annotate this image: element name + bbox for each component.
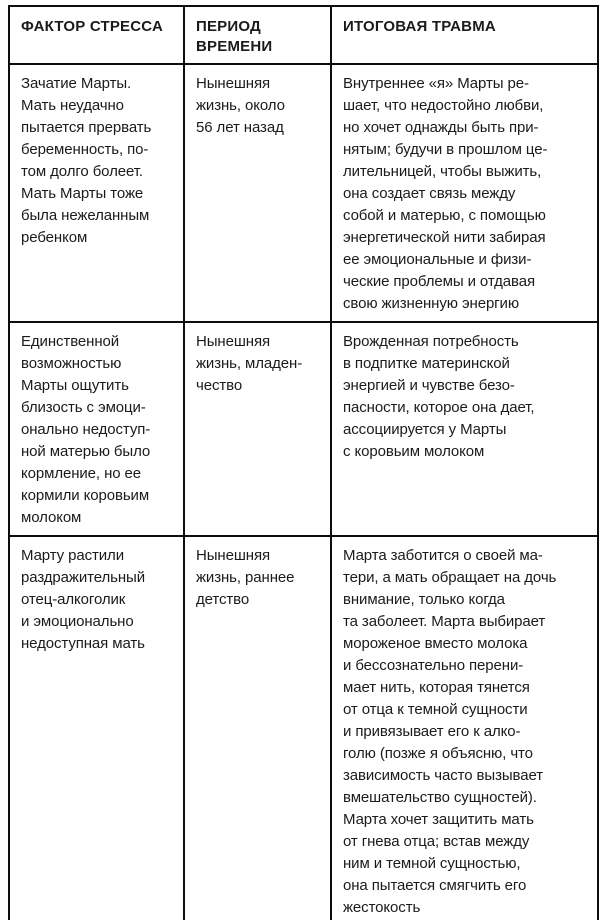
table-header-row: ФАКТОР СТРЕССА ПЕРИОД ВРЕМЕНИ ИТОГОВАЯ Т… (8, 5, 599, 65)
cell-factor: Зачатие Марты. Мать неудачно пытается пр… (8, 63, 185, 323)
table-row: Марту растили раздражительный отец-алког… (8, 535, 599, 920)
cell-trauma: Внутреннее «я» Марты ре- шает, что недос… (330, 63, 599, 323)
table-row: Единственной возможностью Марты ощутить … (8, 321, 599, 537)
stress-factor-table: ФАКТОР СТРЕССА ПЕРИОД ВРЕМЕНИ ИТОГОВАЯ Т… (8, 5, 599, 920)
cell-trauma: Марта заботится о своей ма- тери, а мать… (330, 535, 599, 920)
cell-period: Нынешняя жизнь, раннее детство (183, 535, 332, 920)
cell-factor: Единственной возможностью Марты ощутить … (8, 321, 185, 537)
cell-period: Нынешняя жизнь, младен- чество (183, 321, 332, 537)
cell-period: Нынешняя жизнь, около 56 лет назад (183, 63, 332, 323)
header-time-period: ПЕРИОД ВРЕМЕНИ (183, 5, 332, 65)
header-stress-factor: ФАКТОР СТРЕССА (8, 5, 185, 65)
header-resulting-trauma: ИТОГОВАЯ ТРАВМА (330, 5, 599, 65)
table-row: Зачатие Марты. Мать неудачно пытается пр… (8, 63, 599, 323)
cell-trauma: Врожденная потребность в подпитке матери… (330, 321, 599, 537)
cell-factor: Марту растили раздражительный отец-алког… (8, 535, 185, 920)
